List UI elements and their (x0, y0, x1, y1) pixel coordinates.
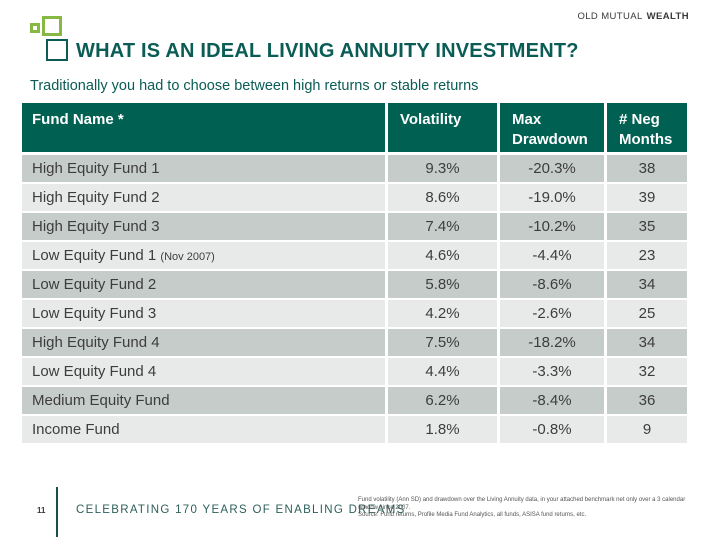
decor-square-large-icon (46, 39, 68, 61)
cell-fund-name: High Equity Fund 1 (22, 155, 385, 182)
table-row: Low Equity Fund 2 5.8% -8.6% 34 (22, 271, 687, 298)
cell-max-drawdown: -10.2% (500, 213, 604, 240)
table-row: Low Equity Fund 1 (Nov 2007) 4.6% -4.4% … (22, 242, 687, 269)
column-header-neg-months: # Neg Months (607, 103, 687, 152)
cell-fund-name: High Equity Fund 3 (22, 213, 385, 240)
cell-max-drawdown: -4.4% (500, 242, 604, 269)
cell-neg-months: 23 (607, 242, 687, 269)
cell-volatility: 8.6% (388, 184, 497, 211)
cell-max-drawdown: -3.3% (500, 358, 604, 385)
fund-note: (Nov 2007) (160, 251, 215, 263)
column-header-volatility: Volatility (388, 103, 497, 152)
cell-fund-name: Income Fund (22, 416, 385, 443)
cell-neg-months: 9 (607, 416, 687, 443)
cell-neg-months: 35 (607, 213, 687, 240)
cell-volatility: 6.2% (388, 387, 497, 414)
cell-fund-name: Low Equity Fund 2 (22, 271, 385, 298)
table-row: High Equity Fund 2 8.6% -19.0% 39 (22, 184, 687, 211)
cell-max-drawdown: -8.6% (500, 271, 604, 298)
table-row: Income Fund 1.8% -0.8% 9 (22, 416, 687, 443)
cell-max-drawdown: -18.2% (500, 329, 604, 356)
cell-volatility: 1.8% (388, 416, 497, 443)
table-row: Low Equity Fund 3 4.2% -2.6% 25 (22, 300, 687, 327)
cell-fund-name: Medium Equity Fund (22, 387, 385, 414)
brand-logo: OLD MUTUAL WEALTH (577, 11, 689, 22)
fund-table: Fund Name * Volatility Max Drawdown # Ne… (22, 103, 687, 445)
disclaimer-line-2: Source: Fund returns, Profile Media Fund… (358, 512, 587, 518)
column-header-max-drawdown: Max Drawdown (500, 103, 604, 152)
disclaimer-line-1: Fund volatility (Ann SD) and drawdown ov… (358, 497, 686, 511)
brand-wealth: WEALTH (646, 11, 689, 22)
cell-max-drawdown: -8.4% (500, 387, 604, 414)
table-row: High Equity Fund 1 9.3% -20.3% 38 (22, 155, 687, 182)
footer-divider (56, 487, 58, 537)
cell-max-drawdown: -19.0% (500, 184, 604, 211)
cell-neg-months: 25 (607, 300, 687, 327)
table-row: High Equity Fund 3 7.4% -10.2% 35 (22, 213, 687, 240)
cell-max-drawdown: -2.6% (500, 300, 604, 327)
cell-max-drawdown: -20.3% (500, 155, 604, 182)
cell-neg-months: 38 (607, 155, 687, 182)
fund-table-header: Fund Name * Volatility Max Drawdown # Ne… (22, 103, 687, 152)
fund-table-body: High Equity Fund 1 9.3% -20.3% 38 High E… (22, 155, 687, 443)
decor-square-small-icon (30, 23, 40, 33)
footer-tagline: CELEBRATING 170 YEARS OF ENABLING DREAMS (76, 504, 406, 516)
cell-fund-name: High Equity Fund 4 (22, 329, 385, 356)
cell-volatility: 7.5% (388, 329, 497, 356)
footer-disclaimer: Fund volatility (Ann SD) and drawdown ov… (358, 497, 694, 520)
cell-neg-months: 34 (607, 329, 687, 356)
cell-volatility: 9.3% (388, 155, 497, 182)
brand-old-mutual: OLD MUTUAL (577, 11, 643, 22)
decor-square-medium-icon (42, 16, 62, 36)
cell-fund-name: Low Equity Fund 1 (Nov 2007) (22, 242, 385, 269)
cell-fund-name: Low Equity Fund 4 (22, 358, 385, 385)
cell-volatility: 4.2% (388, 300, 497, 327)
cell-volatility: 4.4% (388, 358, 497, 385)
table-row: Low Equity Fund 4 4.4% -3.3% 32 (22, 358, 687, 385)
column-header-fund-name: Fund Name * (22, 103, 385, 152)
cell-neg-months: 32 (607, 358, 687, 385)
cell-fund-name: Low Equity Fund 3 (22, 300, 385, 327)
subtitle: Traditionally you had to choose between … (30, 78, 479, 94)
cell-neg-months: 36 (607, 387, 687, 414)
cell-max-drawdown: -0.8% (500, 416, 604, 443)
page-title: WHAT IS AN IDEAL LIVING ANNUITY INVESTME… (76, 40, 579, 62)
cell-neg-months: 39 (607, 184, 687, 211)
table-row: High Equity Fund 4 7.5% -18.2% 34 (22, 329, 687, 356)
cell-fund-name: High Equity Fund 2 (22, 184, 385, 211)
page-number: 11 (37, 506, 46, 515)
cell-volatility: 5.8% (388, 271, 497, 298)
cell-volatility: 7.4% (388, 213, 497, 240)
cell-volatility: 4.6% (388, 242, 497, 269)
table-row: Medium Equity Fund 6.2% -8.4% 36 (22, 387, 687, 414)
cell-neg-months: 34 (607, 271, 687, 298)
